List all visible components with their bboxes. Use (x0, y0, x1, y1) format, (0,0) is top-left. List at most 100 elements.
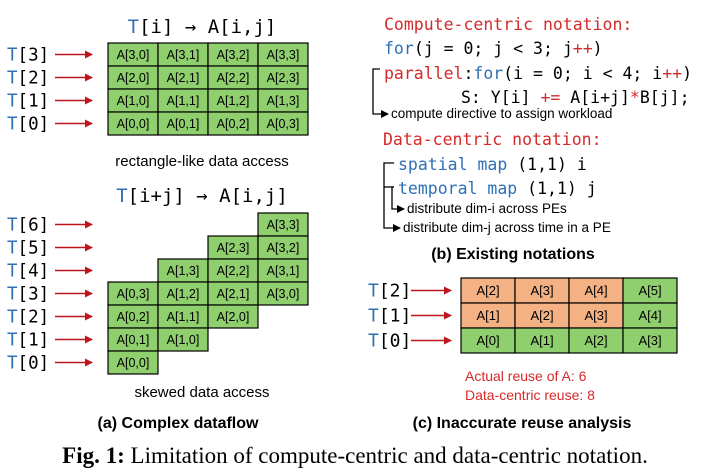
thread-label: T[5] (7, 239, 49, 259)
grid-cell: A[1,2] (207, 88, 259, 113)
grid-cell: A[2,1] (207, 281, 259, 306)
code-line-statement: S: Y[i] += A[i+j]*B[j]; (461, 88, 690, 107)
reuse-cell: A[3] (514, 277, 570, 304)
thread-label: T[0] (7, 354, 49, 374)
thread-symbol: T (7, 115, 18, 135)
cell-box (157, 327, 209, 352)
increment-operator: ++ (662, 64, 682, 83)
thread-label: T[3] (7, 285, 49, 305)
bottom-thread-labels: T[6]T[5]T[4]T[3]T[2]T[1]T[0] (7, 216, 93, 374)
cell-label: A[0,2] (217, 117, 250, 131)
cell-label: A[2] (584, 333, 607, 348)
figure-caption: Fig. 1: Limitation of compute-centric an… (62, 443, 648, 468)
thread-symbol: T (7, 262, 18, 282)
thread-index: [2] (18, 308, 50, 328)
compute-directive-note: compute directive to assign workload (391, 106, 612, 121)
thread-label: T[2] (368, 281, 411, 302)
grid-cell: A[0,2] (107, 304, 159, 329)
thread-symbol: T (7, 354, 18, 374)
multiply-operator: * (630, 88, 640, 107)
cell-label: A[1,0] (117, 94, 150, 108)
cell-label: A[2,2] (217, 71, 250, 85)
thread-symbol: T (7, 331, 18, 351)
thread-index: [0] (18, 115, 50, 135)
cell-label: A[1,0] (167, 333, 200, 347)
grid-cell: A[0,3] (107, 281, 159, 306)
loop-header: (i = 0; i < 4; i (503, 64, 662, 83)
grid-cell: A[1,1] (157, 88, 209, 113)
spatial-map-line: spatial map (1,1) i (398, 155, 587, 174)
cell-label: A[3] (530, 283, 553, 298)
cell-label: A[3,3] (267, 218, 300, 232)
grid-cell: A[3,3] (257, 42, 309, 67)
thread-symbol: T (7, 308, 18, 328)
cell-label: A[0,1] (167, 117, 200, 131)
thread-symbol: T (116, 185, 127, 207)
data-centric-reuse-text: Data-centric reuse: 8 (465, 387, 595, 403)
grid-cell: A[3,2] (257, 235, 309, 260)
grid-cell: A[2,3] (207, 235, 259, 260)
statement-lhs: S: Y[i] (461, 88, 540, 107)
cell-label: A[2,1] (217, 287, 250, 301)
grid-cell: A[3,1] (157, 42, 209, 67)
temporal-map-keyword: temporal map (398, 179, 517, 198)
grid-cell: A[0,1] (107, 327, 159, 352)
thread-symbol: T (7, 92, 18, 112)
top-thread-labels: T[3]T[2]T[1]T[0] (7, 46, 93, 135)
temporal-map-line: temporal map (1,1) j (398, 179, 597, 198)
grid-cell: A[0,2] (207, 111, 259, 136)
cell-box (207, 304, 259, 329)
cell-label: A[3,2] (267, 241, 300, 255)
grid-cell: A[3,1] (257, 258, 309, 283)
thread-index: [1] (379, 306, 412, 327)
cell-label: A[2,2] (217, 264, 250, 278)
grid-cell: A[1,3] (257, 88, 309, 113)
thread-symbol: T (128, 16, 139, 38)
thread-index: [1] (18, 92, 50, 112)
grid-cell: A[2,2] (207, 65, 259, 90)
reuse-cell: A[1] (514, 327, 570, 354)
code-line-outer-loop: for(j = 0; j < 3; j++) (384, 39, 603, 58)
cell-label: A[3,2] (217, 48, 250, 62)
spatial-map-keyword: spatial map (398, 155, 507, 174)
statement-operand: A[i+j] (560, 88, 630, 107)
reuse-cell: A[4] (622, 302, 678, 329)
thread-index: [5] (18, 239, 50, 259)
thread-symbol: T (368, 306, 379, 327)
temporal-distribution-note: distribute dim-j across time in a PE (403, 220, 611, 235)
cell-label: A[2] (476, 283, 499, 298)
reuse-cell: A[2] (568, 327, 624, 354)
reuse-cell: A[1] (460, 302, 516, 329)
thread-symbol: T (7, 216, 18, 236)
grid-cell: A[1,2] (157, 281, 209, 306)
grid-cell: A[1,1] (157, 304, 209, 329)
cell-label: A[3,0] (267, 287, 300, 301)
grid-cell: A[0,0] (107, 111, 159, 136)
thread-label: T[0] (7, 115, 49, 135)
cell-label: A[4] (638, 308, 661, 323)
statement-rhs: B[j]; (640, 88, 690, 107)
bottom-grid-caption: skewed data access (134, 384, 269, 401)
parallel-keyword: parallel (384, 64, 463, 83)
cell-label: A[3,1] (267, 264, 300, 278)
grid-cell: A[0,0] (107, 350, 159, 375)
cell-label: A[2,3] (217, 241, 250, 255)
compute-directive-arrow (372, 68, 389, 118)
thread-label: T[2] (7, 69, 49, 89)
data-centric-heading: Data-centric notation: (383, 130, 602, 149)
temporal-note-arrow (383, 162, 401, 232)
reuse-thread-labels: T[2]T[1]T[0] (368, 281, 452, 352)
cell-box (460, 302, 516, 329)
thread-symbol: T (368, 281, 379, 302)
loop-close: ) (682, 64, 692, 83)
cell-box (257, 111, 309, 136)
cell-label: A[1] (530, 333, 553, 348)
grid-cell: A[1,0] (157, 327, 209, 352)
panel-a: T[i] → A[i,j] T[3]T[2]T[1]T[0] A[3,0] A[3… (7, 16, 309, 432)
reuse-grid: A[2] A[3] A[4] A[5] A[1] A[2] A[3] A[4] A[0] A[1]… (460, 277, 678, 354)
thread-symbol: T (368, 331, 379, 352)
top-mapping-title: T[i] → A[i,j] (128, 16, 277, 38)
cell-label: A[1,2] (167, 287, 200, 301)
panel-b: Compute-centric notation: for(j = 0; j <… (372, 15, 692, 263)
